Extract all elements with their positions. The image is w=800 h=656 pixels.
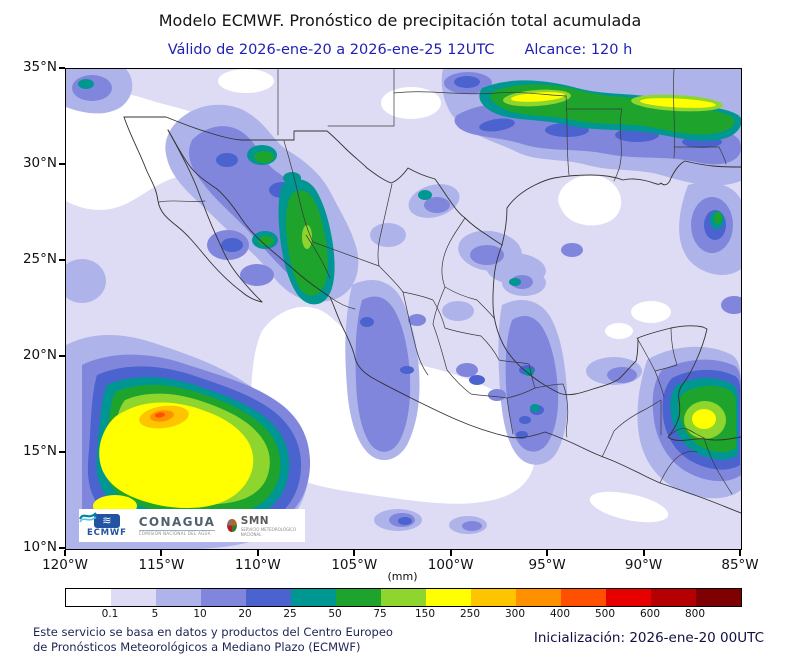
axis-tick — [59, 451, 65, 453]
legend-tick-label: 400 — [549, 608, 571, 620]
precipitation-map — [66, 69, 741, 549]
axis-tick — [59, 547, 65, 549]
smn-logo: SMN SERVICIO METEOROLÓGICO NACIONAL — [227, 515, 297, 537]
disclaimer-line-2: de Pronósticos Meteorológicos a Mediano … — [33, 639, 361, 654]
legend-swatch — [381, 589, 426, 606]
conagua-icon — [79, 512, 97, 523]
lon-label: 90°W — [624, 557, 663, 573]
smn-icon — [227, 519, 237, 532]
lon-label: 100°W — [427, 557, 474, 573]
initialization-text: Inicialización: 2026-ene-20 00UTC — [533, 630, 764, 646]
legend-swatch — [651, 589, 696, 606]
lat-label: 10°N — [22, 539, 57, 555]
lon-label: 110°W — [234, 557, 281, 573]
lat-label: 15°N — [22, 443, 57, 459]
ecmwf-label: ECMWF — [87, 527, 127, 538]
conagua-logo: CONAGUA COMISIÓN NACIONAL DEL AGUA — [79, 512, 216, 536]
lon-label: 120°W — [42, 557, 88, 573]
lat-label: 35°N — [22, 59, 57, 75]
legend-units: (mm) — [387, 570, 418, 583]
ecmwf-logo: ≋ ECMWF — [87, 513, 127, 538]
legend-tick-label: 250 — [459, 608, 481, 620]
legend-swatch — [66, 589, 111, 606]
conagua-subtitle: COMISIÓN NACIONAL DEL AGUA — [138, 531, 211, 536]
disclaimer-line-1: Este servicio se basa en datos y product… — [33, 625, 393, 639]
lon-label: 85°W — [721, 557, 759, 573]
legend-swatch — [201, 589, 246, 606]
map-title: Modelo ECMWF. Pronóstico de precipitació… — [158, 11, 642, 30]
map-frame: ≋ ECMWF CONAGUA COMISIÓN NACIONAL DEL AG… — [65, 68, 742, 550]
lat-label: 30°N — [22, 155, 57, 171]
ecmwf-icon: ≋ — [93, 513, 120, 528]
legend-tick-label: 500 — [594, 608, 616, 620]
conagua-label: CONAGUA — [138, 515, 216, 531]
axis-tick — [64, 550, 66, 556]
axis-tick — [546, 550, 549, 556]
lon-label: 105°W — [331, 557, 378, 573]
legend-tick-label: 20 — [238, 608, 252, 620]
lon-label: 95°W — [528, 557, 566, 573]
axis-tick — [739, 550, 741, 556]
legend-tick-label: 50 — [328, 608, 342, 620]
legend-tick-label: 800 — [684, 608, 706, 620]
lat-label: 20°N — [22, 347, 57, 363]
disclaimer-text: Este servicio se basa en datos y product… — [33, 625, 393, 655]
axis-tick — [642, 550, 645, 556]
legend-swatch — [561, 589, 606, 606]
axis-tick — [59, 355, 65, 357]
legend-tick-label: 0.1 — [101, 608, 119, 620]
legend-swatch — [516, 589, 561, 606]
axis-tick — [59, 259, 65, 261]
legend-tick-label: 5 — [151, 608, 159, 620]
map-subtitle: Válido de 2026-ene-20 a 2026-ene-25 12UT… — [0, 42, 800, 58]
lat-label: 25°N — [22, 251, 57, 267]
legend-swatch — [696, 589, 741, 606]
axis-tick — [59, 67, 65, 69]
legend-ticks: 0.1 5 10 20 25 50 75 150 250 300 400 500 600 800 — [65, 608, 740, 622]
logo-strip: ≋ ECMWF CONAGUA COMISIÓN NACIONAL DEL AG… — [79, 509, 305, 542]
legend-tick-label: 75 — [373, 608, 387, 620]
legend-swatch — [336, 589, 381, 606]
legend-swatch — [246, 589, 291, 606]
smn-subtitle: SERVICIO METEOROLÓGICO NACIONAL — [240, 526, 297, 537]
legend-tick-label: 10 — [193, 608, 207, 620]
legend-tick-label: 600 — [639, 608, 661, 620]
axis-tick — [160, 550, 163, 556]
axis-tick — [256, 550, 259, 556]
valid-range-text: Válido de 2026-ene-20 a 2026-ene-25 12UT… — [167, 42, 495, 58]
legend-swatch — [471, 589, 516, 606]
boundaries — [123, 69, 741, 514]
legend-swatch — [156, 589, 201, 606]
forecast-range-text: Alcance: 120 h — [524, 42, 633, 58]
legend-swatch — [291, 589, 336, 606]
lon-label: 115°W — [138, 557, 185, 573]
axis-tick — [59, 163, 65, 165]
legend-bar — [65, 588, 742, 607]
legend-tick-label: 25 — [283, 608, 297, 620]
smn-label: SMN — [240, 514, 270, 527]
legend-swatch — [426, 589, 471, 606]
legend-tick-label: 300 — [504, 608, 526, 620]
legend-tick-label: 150 — [414, 608, 436, 620]
legend-swatch — [606, 589, 651, 606]
axis-tick — [449, 550, 452, 556]
axis-tick — [353, 550, 356, 556]
precip-field — [66, 69, 741, 549]
legend-swatch — [111, 589, 156, 606]
